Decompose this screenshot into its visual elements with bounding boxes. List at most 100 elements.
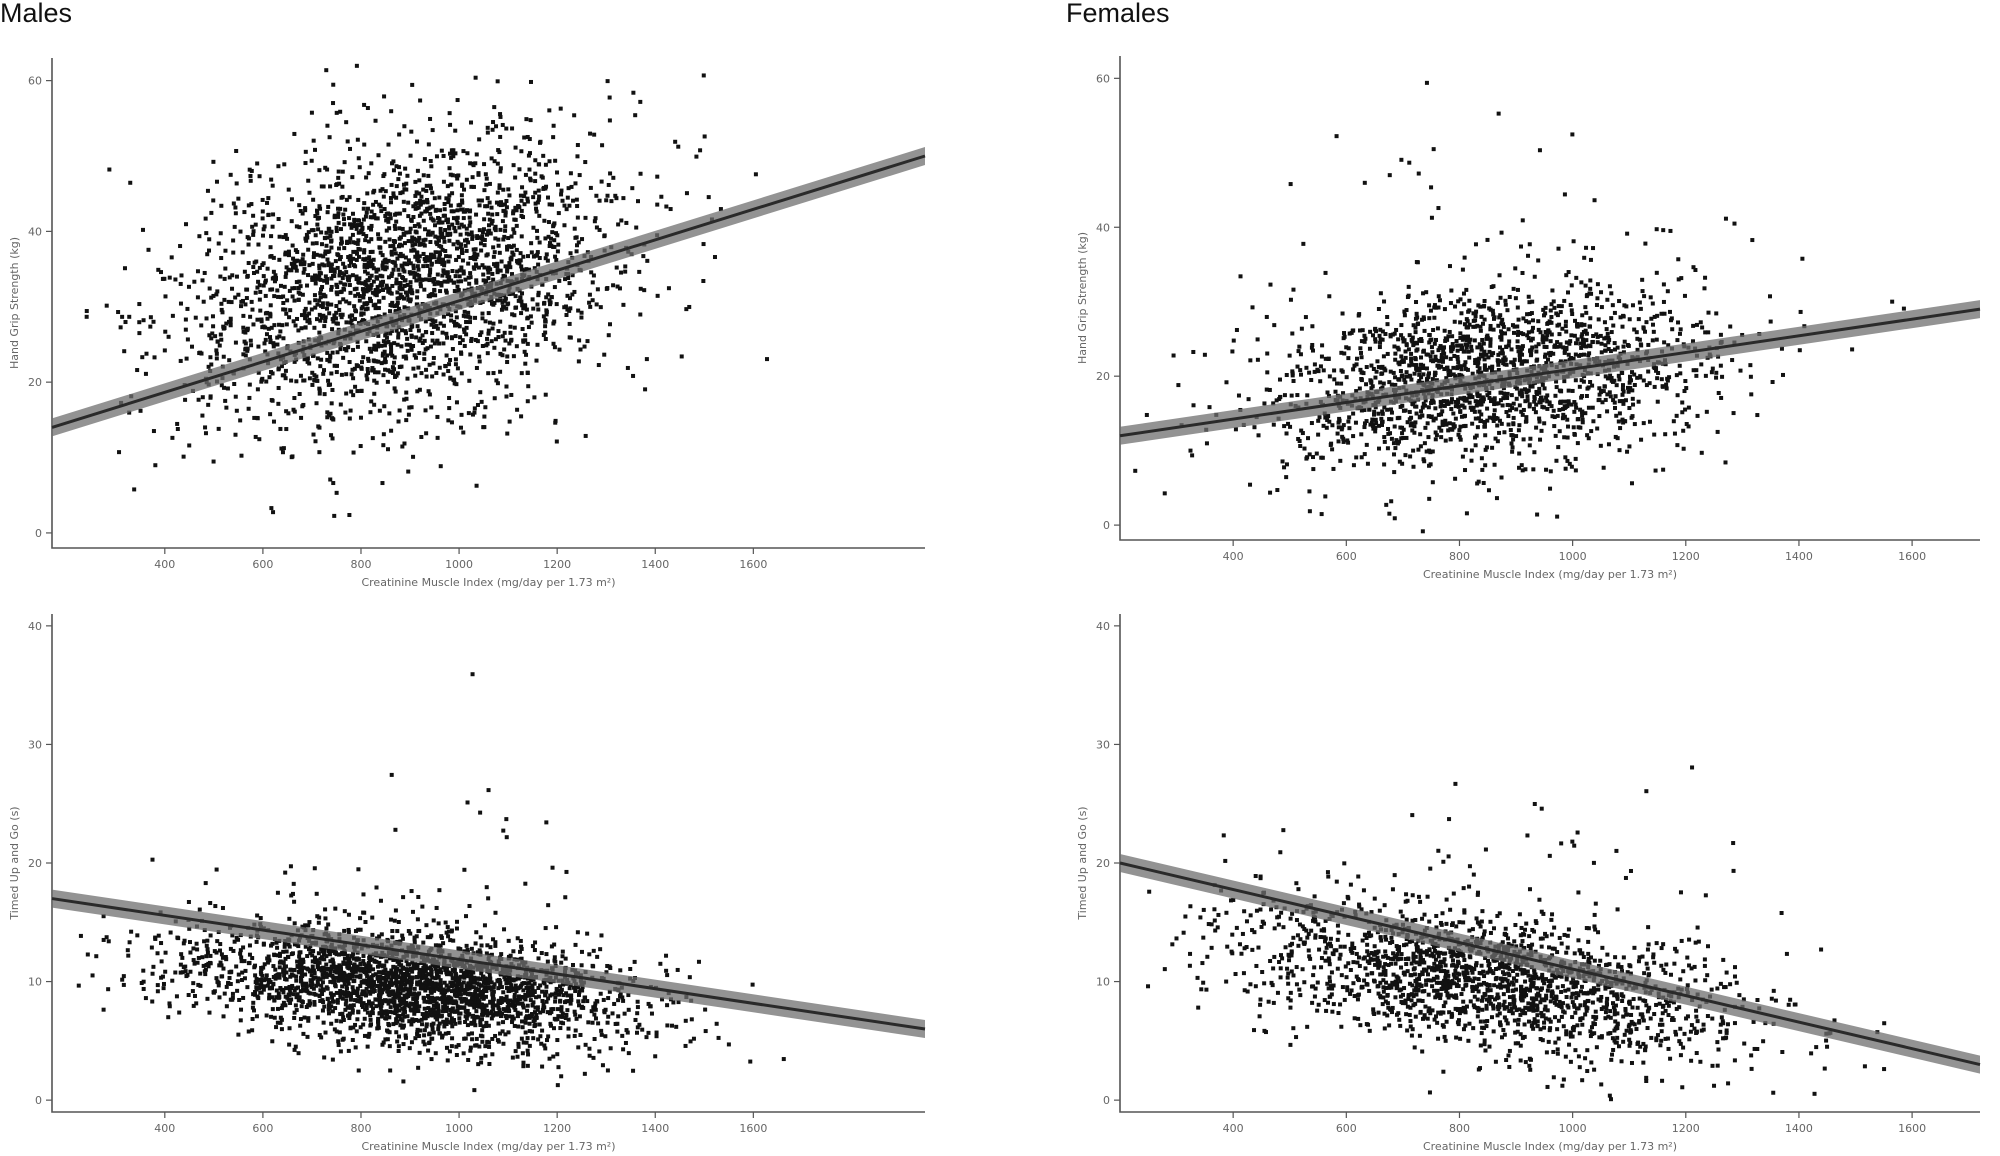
data-point [631, 373, 636, 378]
data-point [1482, 298, 1487, 303]
data-point [184, 222, 189, 227]
data-point [389, 328, 394, 333]
data-point [317, 450, 322, 455]
data-point [1545, 406, 1550, 411]
data-point [543, 392, 548, 397]
data-point [440, 273, 445, 278]
data-point [1504, 362, 1509, 367]
data-point [1419, 375, 1424, 380]
data-point [1399, 333, 1404, 338]
data-point [1601, 389, 1606, 394]
data-point [599, 179, 604, 184]
data-point [1421, 457, 1426, 462]
data-point [1441, 349, 1446, 354]
data-point [541, 153, 546, 158]
data-point [286, 187, 291, 192]
data-point [1578, 352, 1583, 357]
data-point [325, 277, 330, 282]
data-point [1694, 368, 1699, 373]
data-point [1402, 313, 1407, 318]
data-point [1387, 380, 1392, 385]
data-point [251, 1008, 256, 1013]
data-point [1491, 284, 1496, 289]
data-point [368, 1013, 373, 1018]
data-point [365, 256, 370, 261]
data-point [516, 298, 521, 303]
data-point [487, 320, 492, 325]
data-point [326, 378, 331, 383]
data-point [454, 382, 459, 387]
data-point [146, 247, 151, 252]
data-point [1521, 332, 1526, 337]
data-point [498, 319, 503, 324]
data-point [1627, 406, 1632, 411]
data-point [1465, 334, 1470, 339]
y-tick-label: 0 [1103, 519, 1110, 532]
data-point [1675, 338, 1680, 343]
data-point [525, 399, 530, 404]
data-point [1340, 311, 1345, 316]
data-point [1393, 382, 1398, 387]
data-point [382, 207, 387, 212]
data-point [297, 279, 302, 284]
data-point [1570, 388, 1575, 393]
data-point [1578, 341, 1583, 346]
data-point [315, 216, 320, 221]
data-point [243, 347, 248, 352]
data-point [446, 197, 451, 202]
data-point [326, 1003, 331, 1008]
data-point [553, 158, 558, 163]
data-point [1442, 351, 1447, 356]
data-point [452, 319, 457, 324]
males-handgrip-chart: 400 600 800 1000 1200 1400 16000204060Creatini… [8, 58, 926, 589]
data-point [1691, 339, 1696, 344]
data-point [151, 429, 156, 434]
data-point [484, 182, 489, 187]
data-point [1298, 352, 1303, 357]
data-point [1460, 267, 1465, 272]
data-point [404, 396, 409, 401]
data-point [482, 162, 487, 167]
data-point [491, 321, 496, 326]
data-point [127, 940, 132, 945]
data-point [409, 1040, 414, 1045]
data-point [328, 229, 333, 234]
data-point [442, 260, 447, 265]
data-point [1379, 421, 1384, 426]
data-point [417, 351, 422, 356]
data-point [240, 970, 245, 975]
x-tick-label: 400 [154, 1122, 175, 1135]
data-point [541, 332, 546, 337]
data-point [1527, 312, 1532, 317]
data-point [1581, 343, 1586, 348]
data-point [1295, 393, 1300, 398]
data-point [490, 212, 495, 217]
data-point [1525, 394, 1530, 399]
data-point [544, 312, 549, 317]
data-point [1478, 324, 1483, 329]
data-point [1387, 417, 1392, 422]
data-point [311, 138, 316, 143]
data-point [281, 990, 286, 995]
data-point [397, 165, 402, 170]
data-point [531, 225, 536, 230]
data-point [498, 268, 503, 273]
data-point [452, 988, 457, 993]
data-point [265, 316, 270, 321]
data-point [1402, 309, 1407, 314]
data-point [620, 1033, 625, 1038]
data-point [214, 348, 219, 353]
data-point [260, 216, 265, 221]
data-point [300, 257, 305, 262]
data-point [1441, 346, 1446, 351]
data-point [1321, 423, 1326, 428]
data-point [1519, 409, 1524, 414]
data-point [185, 337, 190, 342]
data-point [1424, 377, 1429, 382]
data-point [1331, 466, 1336, 471]
data-point [1496, 111, 1501, 116]
data-point [619, 218, 624, 223]
data-point [419, 211, 424, 216]
data-point [1344, 375, 1349, 380]
data-point [1533, 410, 1538, 415]
